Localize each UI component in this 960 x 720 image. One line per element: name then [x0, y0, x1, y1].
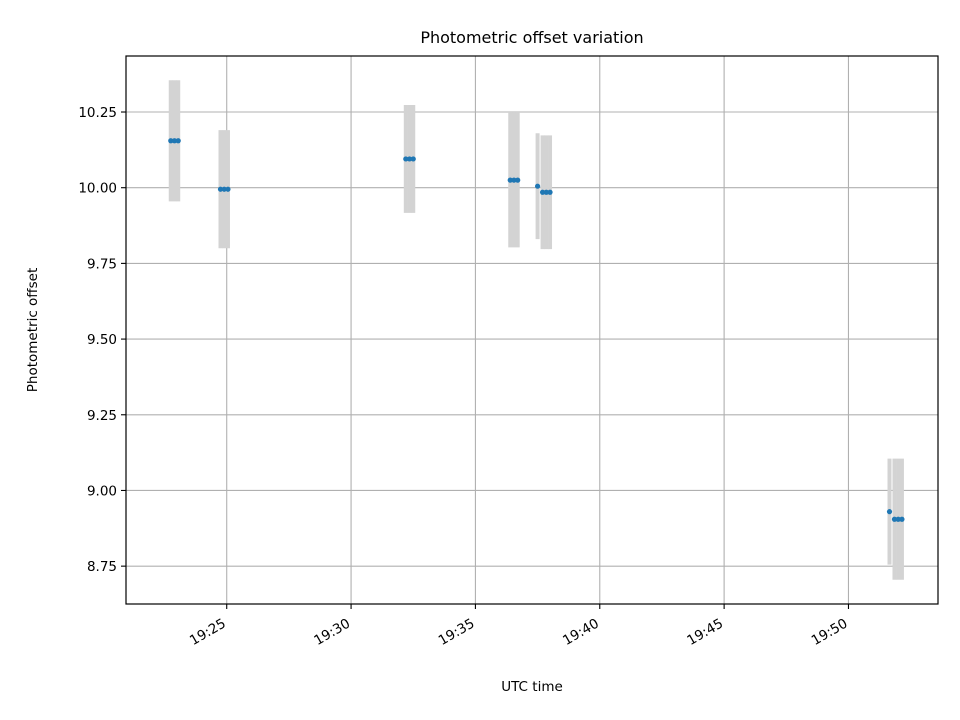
data-point	[895, 516, 901, 522]
data-point	[511, 177, 517, 183]
data-point	[899, 516, 905, 522]
y-tick-label: 9.25	[87, 408, 117, 424]
data-points	[168, 138, 905, 522]
y-axis-label: Photometric offset	[25, 268, 41, 392]
data-point	[225, 186, 231, 192]
data-point	[175, 138, 181, 144]
y-tick-label: 9.00	[87, 483, 117, 499]
data-point	[217, 186, 224, 192]
data-point	[168, 138, 174, 144]
data-point	[534, 183, 541, 189]
data-point	[515, 177, 521, 183]
data-point	[507, 177, 513, 183]
data-point	[891, 516, 898, 522]
y-axis: 8.75 9.00 9.25 9.50 9.75 10.00 10.25	[78, 105, 126, 575]
x-axis-label: UTC time	[501, 679, 563, 695]
data-point	[543, 189, 549, 195]
y-tick-label: 9.50	[87, 332, 117, 348]
y-tick-label: 10.00	[78, 181, 117, 197]
chart-title: Photometric offset variation	[420, 28, 643, 47]
data-point	[886, 509, 893, 515]
data-point	[410, 156, 416, 162]
y-tick-label: 8.75	[87, 559, 117, 575]
y-tick-label: 9.75	[87, 256, 117, 272]
data-point	[406, 156, 413, 162]
data-point	[403, 156, 409, 162]
plot-frame	[125, 55, 939, 605]
data-point	[221, 186, 227, 192]
data-point	[539, 189, 546, 195]
data-point	[171, 138, 178, 144]
grid	[126, 56, 938, 604]
data-point	[547, 189, 553, 195]
y-tick-label: 10.25	[78, 105, 117, 121]
